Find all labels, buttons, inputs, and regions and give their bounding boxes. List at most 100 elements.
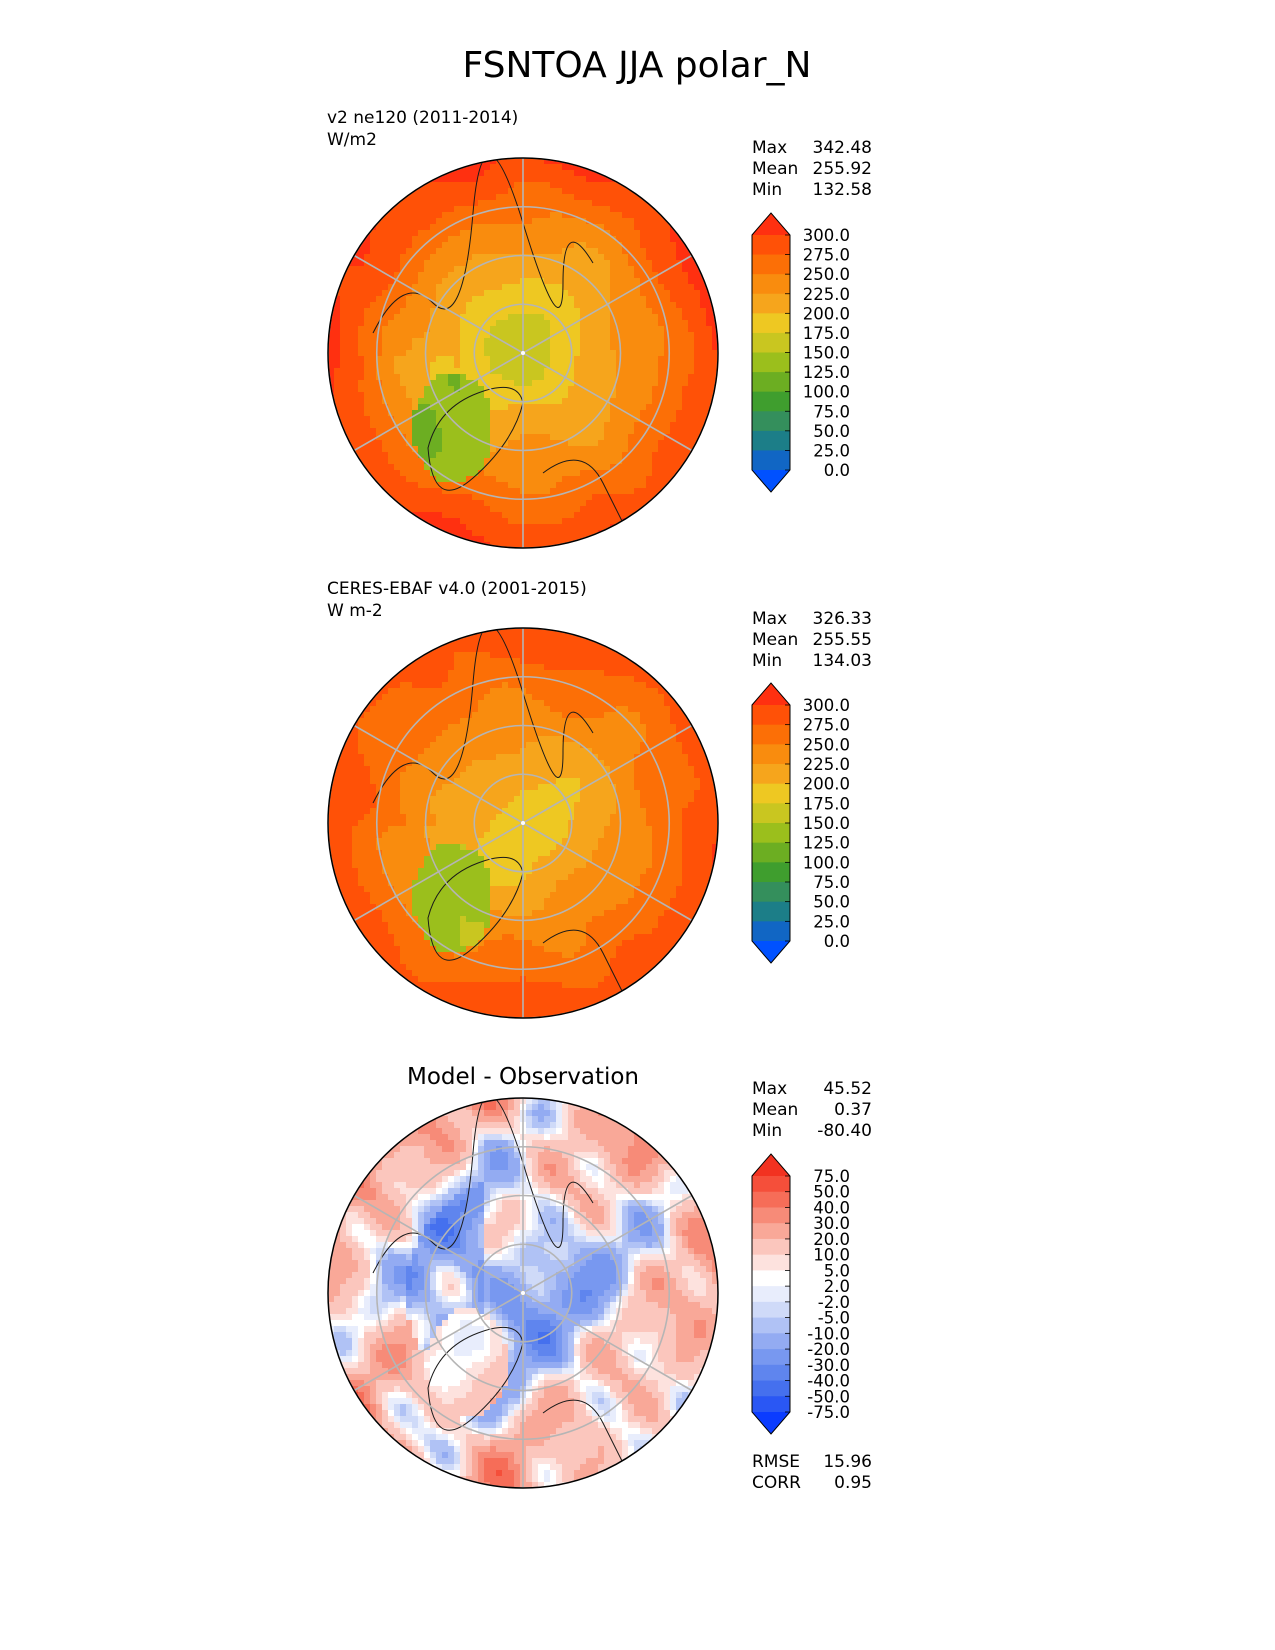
- stat-label-mean: Mean: [752, 1100, 798, 1120]
- colorbar-extend-min: [752, 1412, 790, 1434]
- colorbar-tick-label: 125.0: [803, 363, 850, 382]
- colorbar-segment: [752, 1317, 790, 1334]
- polar-map: [328, 1098, 718, 1488]
- colorbar-tick-label: 2.0: [824, 1277, 850, 1296]
- colorbar-segment: [752, 430, 790, 451]
- colorbar-tick-label: 10.0: [813, 1246, 850, 1265]
- colorbar-extend-max: [752, 1154, 790, 1176]
- panel-units: W/m2: [327, 130, 377, 150]
- colorbar-tick-label: 0.0: [824, 461, 850, 480]
- colorbar-extend-min: [752, 470, 790, 492]
- colorbar-tick-label: -40.0: [807, 1372, 850, 1391]
- panel-title: Model - Observation: [407, 1064, 639, 1090]
- colorbar-tick-label: 200.0: [803, 775, 850, 794]
- colorbar-segment: [752, 274, 790, 295]
- colorbar-segment: [752, 901, 790, 922]
- polar-map: [328, 628, 718, 1018]
- panel-1: v2 ne120 (2011-2014)W/m2 Max 342.48 Mean 255…: [327, 108, 872, 549]
- panel-3: Model - Observation Max 45.52 Mean 0.37 Min -8…: [327, 1064, 872, 1493]
- colorbar-segment: [752, 823, 790, 844]
- stat-value-min: -80.40: [817, 1121, 872, 1141]
- colorbar-segment: [752, 1207, 790, 1224]
- colorbar-segment: [752, 1223, 790, 1240]
- stat-label-corr: CORR: [752, 1473, 801, 1493]
- colorbar-segment: [752, 862, 790, 883]
- map-border: [327, 1097, 719, 1489]
- colorbar-segment: [752, 921, 790, 942]
- colorbar-segment: [752, 372, 790, 393]
- stat-label-min: Min: [752, 1121, 782, 1141]
- coastline: [372, 628, 636, 1018]
- colorbar-segment: [752, 1349, 790, 1366]
- colorbar-tick-label: 20.0: [813, 1230, 850, 1249]
- colorbar-tick-label: 50.0: [813, 893, 850, 912]
- graticule: [328, 1098, 718, 1488]
- colorbar-tick-label: -75.0: [807, 1403, 850, 1422]
- colorbar-segment: [752, 391, 790, 412]
- stat-value-rmse: 15.96: [823, 1452, 872, 1472]
- colorbar-tick-label: -50.0: [807, 1387, 850, 1406]
- graticule: [328, 158, 718, 548]
- colorbar-segment: [752, 764, 790, 785]
- colorbar-segment: [752, 1333, 790, 1350]
- colorbar-tick-label: 150.0: [803, 344, 850, 363]
- colorbar-segment: [752, 1254, 790, 1271]
- colorbar-segment: [752, 293, 790, 314]
- colorbar-tick-label: 40.0: [813, 1198, 850, 1217]
- colorbar-extend-max: [752, 213, 790, 235]
- stat-label-max: Max: [752, 1079, 787, 1099]
- stat-label-rmse: RMSE: [752, 1452, 800, 1472]
- stat-label-min: Min: [752, 180, 782, 200]
- colorbar-segment: [752, 235, 790, 255]
- colorbar-tick-label: 25.0: [813, 912, 850, 931]
- colorbar-segment: [752, 1191, 790, 1208]
- colorbar-tick-label: 75.0: [813, 1167, 850, 1186]
- panel-title: CERES-EBAF v4.0 (2001-2015): [327, 579, 587, 599]
- colorbar-segment: [752, 724, 790, 745]
- stat-label-max: Max: [752, 138, 787, 158]
- colorbar-segment: [752, 744, 790, 765]
- panel-title: v2 ne120 (2011-2014): [327, 108, 518, 128]
- colorbar-segment: [752, 1270, 790, 1287]
- stat-value-mean: 0.37: [834, 1100, 872, 1120]
- colorbar-segment: [752, 1238, 790, 1256]
- colorbar-tick-label: 50.0: [813, 1183, 850, 1202]
- colorbar-tick-label: 175.0: [803, 324, 850, 343]
- colorbar-tick-label: -30.0: [807, 1356, 850, 1375]
- colorbar-tick-label: 175.0: [803, 794, 850, 813]
- graticule: [328, 628, 718, 1018]
- colorbar-segment: [752, 842, 790, 863]
- colorbar-tick-label: 300.0: [803, 226, 850, 245]
- colorbar-tick-label: 275.0: [803, 246, 850, 265]
- stat-label-min: Min: [752, 651, 782, 671]
- map-border: [327, 627, 719, 1019]
- colorbar-tick-label: 0.0: [824, 932, 850, 951]
- stat-label-mean: Mean: [752, 159, 798, 179]
- stat-value-min: 132.58: [813, 180, 872, 200]
- colorbar-tick-label: -5.0: [818, 1309, 850, 1328]
- colorbar-tick-label: 50.0: [813, 422, 850, 441]
- colorbar-segment: [752, 1364, 790, 1381]
- stat-value-mean: 255.92: [813, 159, 872, 179]
- colorbar-segment: [752, 254, 790, 275]
- colorbar-segment: [752, 783, 790, 804]
- colorbar-tick-label: -20.0: [807, 1340, 850, 1359]
- colorbar-segment: [752, 1176, 790, 1193]
- colorbar-segment: [752, 352, 790, 373]
- colorbar-tick-label: 75.0: [813, 402, 850, 421]
- colorbar-tick-label: 200.0: [803, 304, 850, 323]
- colorbar-tick-label: 250.0: [803, 265, 850, 284]
- figure-title: FSNTOA JJA polar_N: [463, 45, 812, 86]
- colorbar-extend-min: [752, 941, 790, 963]
- stat-value-mean: 255.55: [813, 630, 872, 650]
- panels-container: v2 ne120 (2011-2014)W/m2 Max 342.48 Mean 255…: [327, 108, 872, 1493]
- stat-value-max: 45.52: [823, 1079, 872, 1099]
- colorbar-tick-label: 300.0: [803, 696, 850, 715]
- colorbar-tick-label: 225.0: [803, 755, 850, 774]
- coastline: [372, 1098, 636, 1488]
- stat-value-max: 342.48: [813, 138, 872, 158]
- colorbar-tick-label: 125.0: [803, 834, 850, 853]
- colorbar-segment: [752, 411, 790, 432]
- stat-value-corr: 0.95: [834, 1473, 872, 1493]
- stat-value-min: 134.03: [813, 651, 872, 671]
